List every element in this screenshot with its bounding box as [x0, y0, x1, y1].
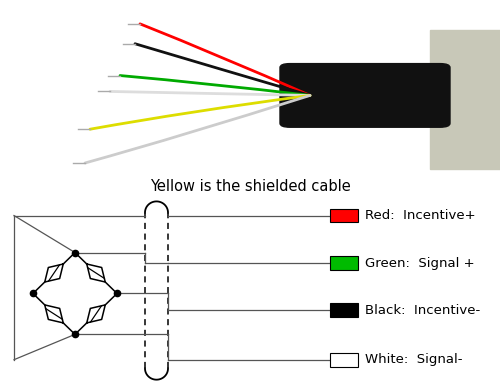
Bar — [330, 303, 358, 317]
FancyBboxPatch shape — [280, 64, 450, 127]
Bar — [330, 353, 358, 367]
Text: Black:  Incentive-: Black: Incentive- — [365, 303, 480, 317]
Bar — [430, 30, 500, 169]
Text: Yellow is the shielded cable: Yellow is the shielded cable — [150, 179, 350, 195]
Bar — [330, 209, 358, 222]
Bar — [330, 256, 358, 270]
Text: Green:  Signal +: Green: Signal + — [365, 257, 474, 270]
Text: Red:  Incentive+: Red: Incentive+ — [365, 209, 476, 222]
Text: White:  Signal-: White: Signal- — [365, 353, 462, 366]
